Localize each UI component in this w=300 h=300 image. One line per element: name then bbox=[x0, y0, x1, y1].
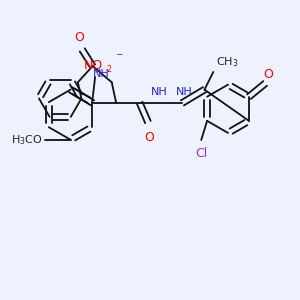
Text: O: O bbox=[145, 131, 154, 144]
Text: H$_3$CO: H$_3$CO bbox=[11, 133, 43, 147]
Text: CH$_3$: CH$_3$ bbox=[216, 55, 239, 69]
Text: NO: NO bbox=[84, 59, 103, 72]
Text: NH: NH bbox=[151, 87, 167, 97]
Text: O: O bbox=[74, 31, 84, 44]
Text: O: O bbox=[263, 68, 273, 80]
Text: NH: NH bbox=[176, 87, 192, 97]
Text: $^-$: $^-$ bbox=[114, 51, 124, 64]
Text: NH: NH bbox=[93, 69, 110, 79]
Text: Cl: Cl bbox=[195, 147, 207, 160]
Text: $_2$: $_2$ bbox=[106, 63, 112, 76]
